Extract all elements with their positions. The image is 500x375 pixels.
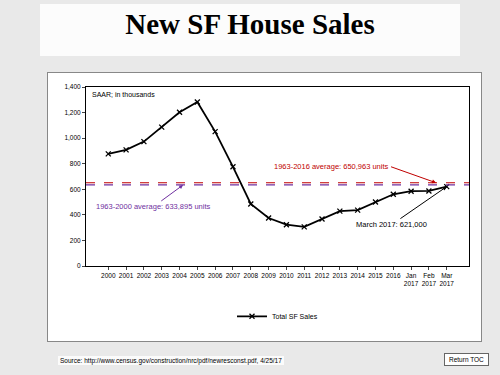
svg-text:2008: 2008 (244, 272, 259, 279)
svg-text:1,400: 1,400 (64, 83, 81, 90)
svg-text:2014: 2014 (350, 272, 365, 279)
html-text:Source: http://www.census.gov/: Source: http://www.census.gov/constructi… (60, 357, 282, 364)
svg-text:2012: 2012 (315, 272, 330, 279)
svg-text:2010: 2010 (279, 272, 294, 279)
svg-text:Total SF Sales: Total SF Sales (272, 313, 318, 320)
svg-text:2000: 2000 (101, 272, 116, 279)
html-text:Return TOC: Return TOC (449, 356, 484, 363)
svg-text:2013: 2013 (333, 272, 348, 279)
svg-text:2006: 2006 (208, 272, 223, 279)
svg-text:2003: 2003 (154, 272, 169, 279)
svg-text:2016: 2016 (386, 272, 401, 279)
svg-text:1,000: 1,000 (64, 134, 81, 141)
svg-text:2011: 2011 (297, 272, 311, 279)
svg-text:Feb2017: Feb2017 (422, 272, 437, 287)
html-text:New SF House Sales: New SF House Sales (125, 8, 375, 40)
svg-text:2004: 2004 (172, 272, 187, 279)
svg-text:400: 400 (70, 211, 81, 218)
svg-text:2005: 2005 (190, 272, 205, 279)
svg-text:2001: 2001 (119, 272, 134, 279)
svg-text:SAAR; in thousands: SAAR; in thousands (92, 91, 155, 98)
svg-text:2007: 2007 (226, 272, 241, 279)
svg-text:600: 600 (70, 186, 81, 193)
svg-text:Jan2017: Jan2017 (404, 272, 419, 287)
svg-text:1963-2016 average: 650,963 uni: 1963-2016 average: 650,963 units (274, 162, 389, 171)
svg-text:0: 0 (77, 262, 81, 269)
svg-text:2002: 2002 (137, 272, 152, 279)
svg-text:March 2017: 621,000: March 2017: 621,000 (356, 220, 427, 229)
svg-text:2015: 2015 (368, 272, 383, 279)
svg-text:1963-2000 average: 633,895 uni: 1963-2000 average: 633,895 units (96, 202, 211, 211)
svg-text:2009: 2009 (261, 272, 276, 279)
svg-text:800: 800 (70, 160, 81, 167)
svg-text:Mar2017: Mar2017 (439, 272, 454, 287)
svg-text:200: 200 (70, 237, 81, 244)
svg-text:1,200: 1,200 (64, 109, 81, 116)
